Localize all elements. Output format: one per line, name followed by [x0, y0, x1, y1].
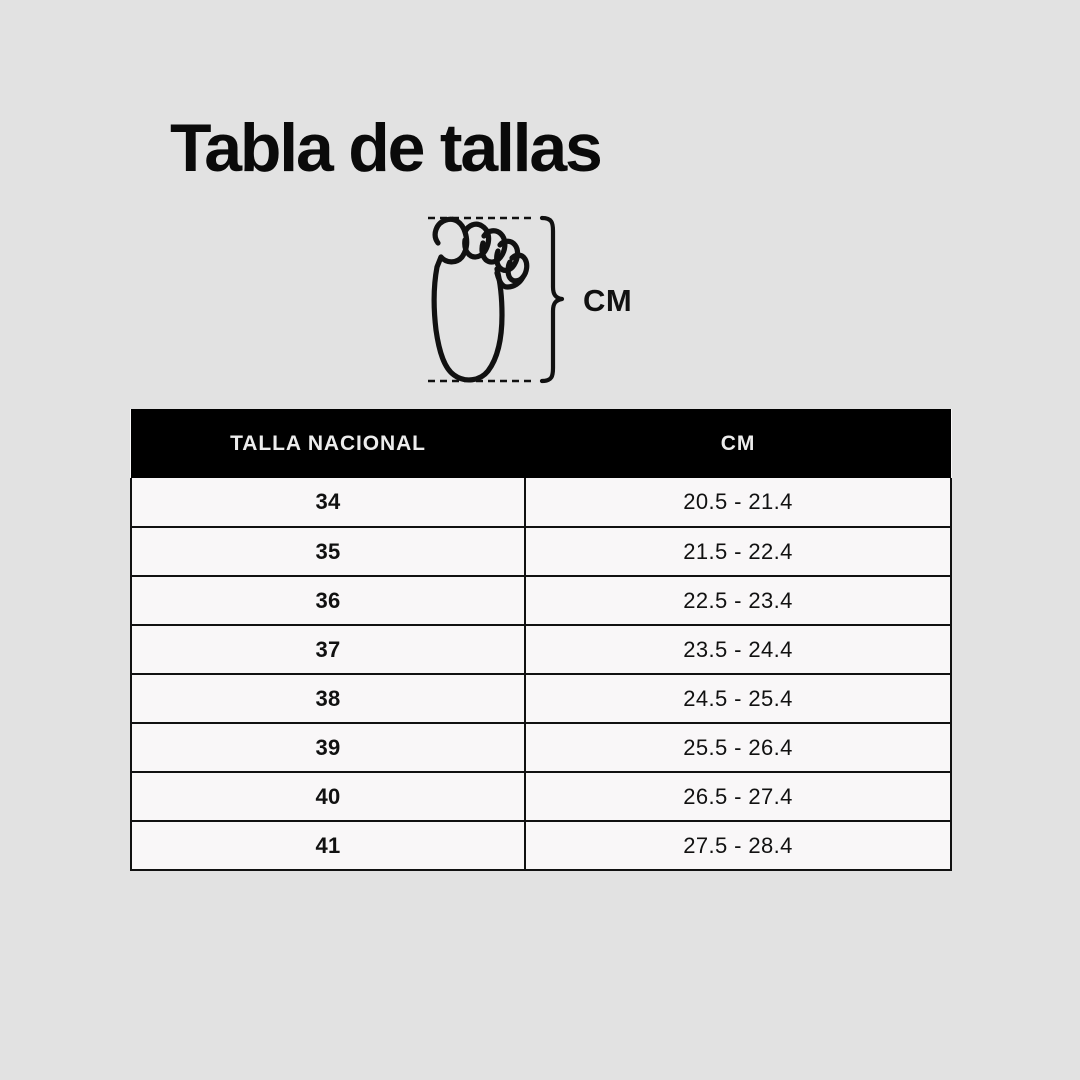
foot-measurement-diagram — [410, 205, 690, 395]
cell-cm: 21.5 - 22.4 — [525, 527, 952, 577]
cell-size: 40 — [130, 772, 526, 822]
cell-cm: 23.5 - 24.4 — [525, 625, 952, 675]
foot-outline-path — [431, 216, 530, 383]
cell-size: 41 — [130, 821, 526, 871]
cell-cm: 26.5 - 27.4 — [525, 772, 952, 822]
table-row: 40 26.5 - 27.4 — [130, 772, 952, 822]
table-row: 38 24.5 - 25.4 — [130, 674, 952, 724]
table-row: 39 25.5 - 26.4 — [130, 723, 952, 773]
table-body: 34 20.5 - 21.4 35 21.5 - 22.4 36 22.5 - … — [130, 478, 952, 871]
page-title: Tabla de tallas — [170, 110, 603, 186]
cell-cm: 27.5 - 28.4 — [525, 821, 952, 871]
table-row: 34 20.5 - 21.4 — [130, 478, 952, 528]
table-header-row: TALLA NACIONAL CM — [131, 409, 951, 478]
column-header-cm: CM — [525, 409, 951, 478]
cell-cm: 20.5 - 21.4 — [525, 478, 952, 528]
table-row: 41 27.5 - 28.4 — [130, 821, 952, 871]
table-row: 35 21.5 - 22.4 — [130, 527, 952, 577]
size-chart-table: TALLA NACIONAL CM 34 20.5 - 21.4 35 21.5… — [130, 409, 952, 871]
curly-brace-icon — [539, 215, 565, 384]
foot-sole-outline-icon — [428, 215, 565, 384]
column-header-talla-nacional: TALLA NACIONAL — [131, 409, 525, 478]
cell-size: 37 — [130, 625, 526, 675]
table-row: 37 23.5 - 24.4 — [130, 625, 952, 675]
cell-size: 39 — [130, 723, 526, 773]
diagram-unit-label: CM — [583, 283, 633, 318]
table-header: TALLA NACIONAL CM — [131, 409, 951, 478]
table-row: 36 22.5 - 23.4 — [130, 576, 952, 626]
cell-cm: 22.5 - 23.4 — [525, 576, 952, 626]
cell-size: 34 — [130, 478, 526, 528]
cell-cm: 24.5 - 25.4 — [525, 674, 952, 724]
cell-size: 35 — [130, 527, 526, 577]
cell-size: 36 — [130, 576, 526, 626]
cell-size: 38 — [130, 674, 526, 724]
cell-cm: 25.5 - 26.4 — [525, 723, 952, 773]
